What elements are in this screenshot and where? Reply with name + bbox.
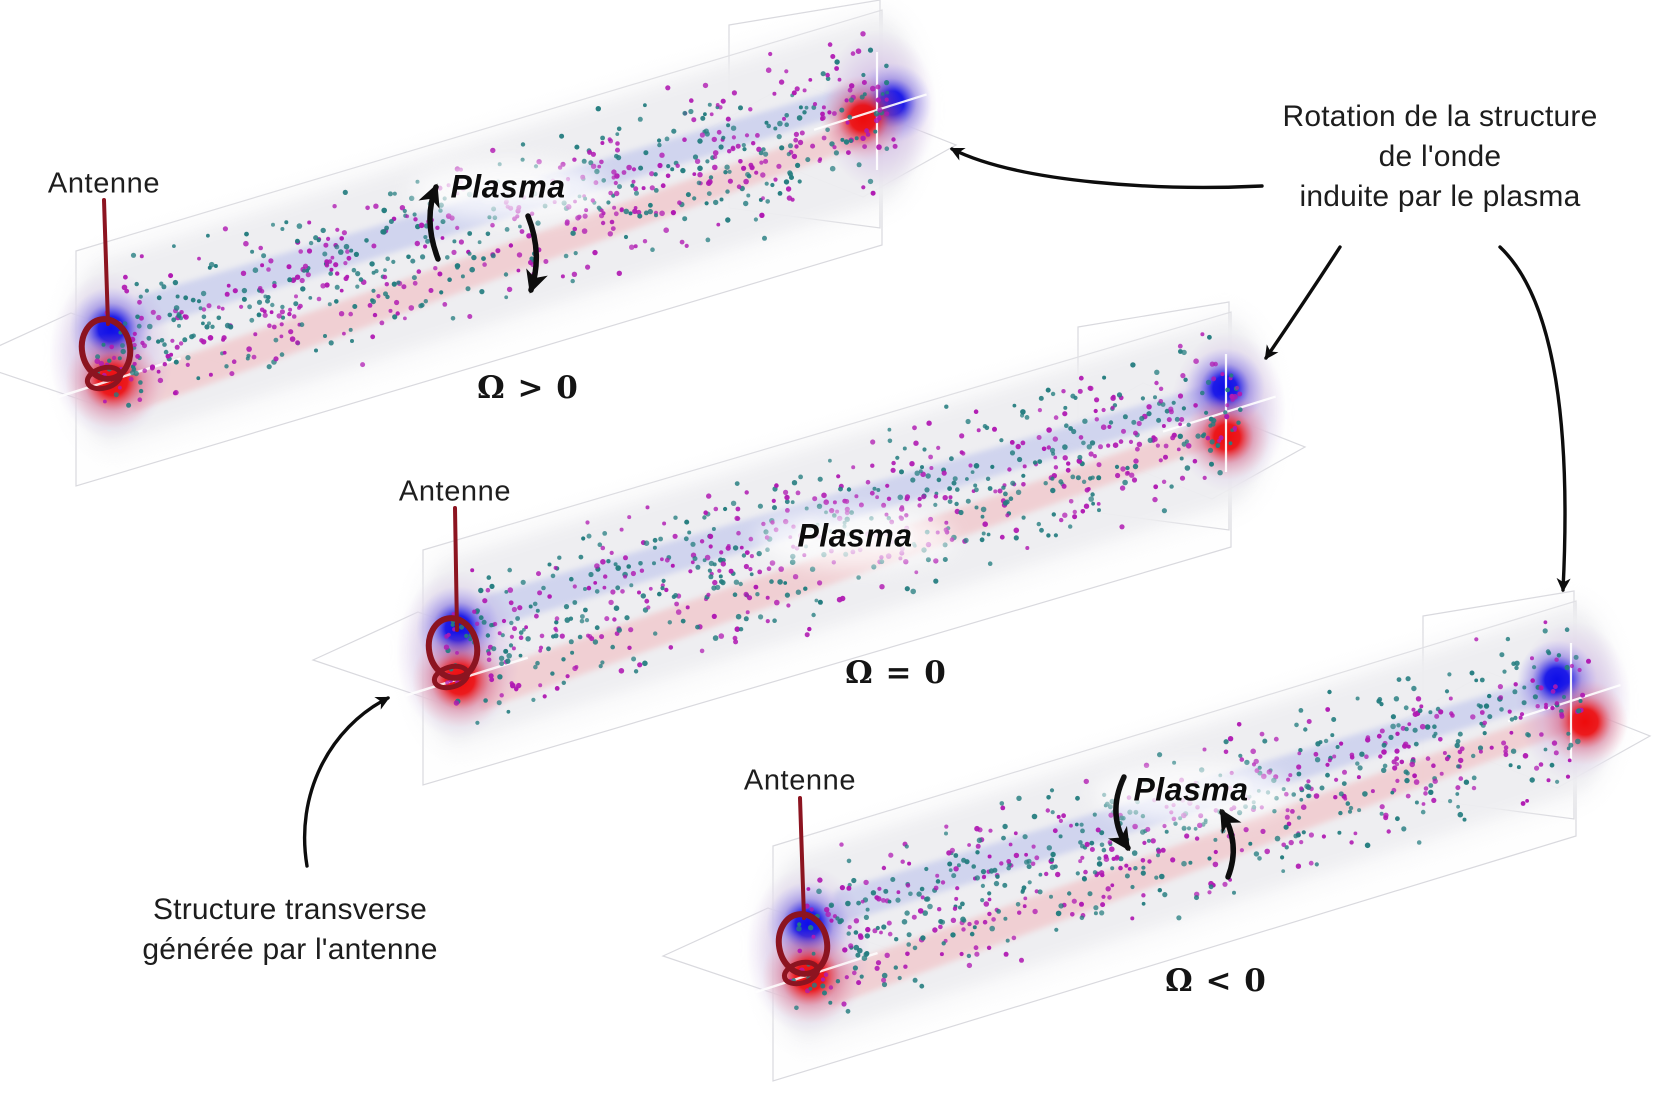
- antenna: [425, 506, 481, 691]
- omega-label-negative: Ω < 0: [1165, 963, 1267, 999]
- plasma-dots: [443, 332, 1243, 725]
- antenna-loop-lower-turn: [781, 959, 821, 987]
- plasma-column-omega-zero: [311, 301, 1307, 786]
- annotation-arrow-to-top-panel-end: [949, 147, 1264, 190]
- rotation-annotation-line1: Rotation de la structure: [1282, 100, 1598, 133]
- annotation-arrow-to-middle-panel-end: [1264, 245, 1342, 360]
- antenna-feed-line: [102, 198, 110, 326]
- rotation-annotation: Rotation de la structure de l'onde indui…: [1283, 97, 1598, 217]
- antenna-annotation-line1: Structure transverse: [152, 893, 428, 926]
- plasma-rotation-arrow-right: [525, 213, 548, 294]
- antenna-annotation: Structure transverse générée par l'anten…: [142, 890, 437, 970]
- plasma-label-omega-zero: Plasma: [797, 517, 913, 554]
- antenna-loop-lower-turn: [431, 663, 471, 691]
- antenna-feed-line: [453, 506, 459, 632]
- omega-label-zero: Ω = 0: [845, 655, 947, 691]
- plasma-column-omega-negative: [661, 590, 1652, 1082]
- plasma-label-cloud: [757, 509, 953, 569]
- antenna: [775, 796, 831, 987]
- antenna-label-omega-negative: Antenne: [743, 764, 857, 797]
- antenna-loop: [775, 911, 831, 977]
- plasma-label-omega-positive: Plasma: [450, 168, 566, 205]
- omega-label-positive: Ω > 0: [477, 370, 579, 406]
- far-plane-highlight-axis: [1507, 684, 1621, 723]
- plasma-rotation-arrow-left: [1108, 774, 1131, 852]
- rotation-annotation-line2: de l'onde: [1378, 140, 1502, 173]
- antenna-feed-line: [798, 796, 806, 920]
- rotation-annotation-line3: induite par le plasma: [1299, 180, 1581, 213]
- wave-stripe-pink: [133, 116, 870, 412]
- annotation-arrow-to-antenna: [302, 696, 391, 868]
- wave-stripe-blue: [484, 383, 1215, 630]
- plasma-label-cloud: [1093, 763, 1289, 823]
- antenna: [78, 198, 134, 392]
- plasma-label-omega-negative: Plasma: [1133, 771, 1249, 808]
- antenna-label-omega-positive: Antenne: [47, 167, 161, 200]
- plasma-rotation-arrow-right: [1219, 808, 1242, 880]
- plasma-dots: [94, 31, 898, 408]
- annotation-arrow-to-bottom-panel-end: [1498, 245, 1571, 593]
- antenna-loop-lower-turn: [84, 364, 124, 392]
- plasma-rotation-arrow-left: [418, 183, 441, 262]
- antenna-label-omega-zero: Antenne: [398, 475, 512, 508]
- wave-stripe-pink: [830, 707, 1564, 1007]
- far-plane-highlight-axis: [1162, 395, 1276, 433]
- plasma-label-cloud: [410, 160, 606, 220]
- far-red-lobe: [1542, 679, 1628, 765]
- antenna-annotation-line2: générée par l'antenne: [142, 933, 438, 966]
- antenna-loop: [425, 615, 481, 681]
- far-plane-highlight-axis: [813, 93, 927, 131]
- antenna-loop: [78, 316, 134, 382]
- plasma-column-omega-positive: [0, 0, 958, 487]
